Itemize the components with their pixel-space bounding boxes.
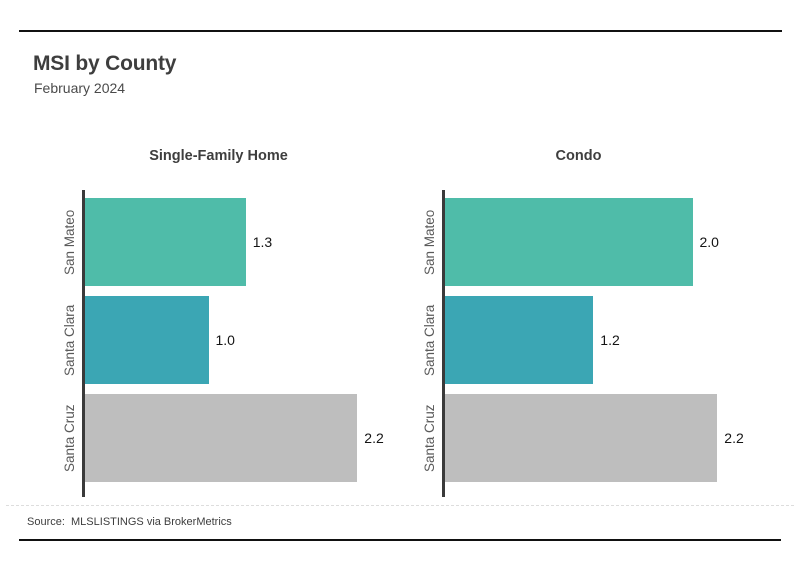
value-label: 2.2: [724, 429, 744, 446]
bar-rows: San Mateo 2.0 Santa Clara 1.2 Santa Cruz 2.2: [422, 198, 788, 482]
category-label: Santa Clara: [421, 304, 437, 376]
bar: [444, 393, 718, 482]
source-note: Source: MLSLISTINGS via BrokerMetrics: [27, 516, 232, 528]
bar-row: San Mateo 1.3: [62, 198, 428, 286]
y-axis-line: [82, 190, 85, 497]
bar: [444, 295, 594, 384]
bar-row: Santa Clara 1.0: [62, 295, 428, 384]
value-label: 1.3: [252, 234, 273, 250]
faint-divider: [6, 505, 794, 506]
bar-row: Santa Clara 1.2: [422, 295, 788, 384]
chart-condo: Condo San Mateo 2.0 Santa Clara 1.2 Santa Cr…: [422, 148, 788, 497]
bottom-rule: [19, 539, 781, 541]
chart-single-family-home: Single-Family Home San Mateo 1.3 Santa Cla…: [62, 148, 428, 497]
category-label: San Mateo: [421, 209, 437, 275]
category-label: Santa Cruz: [421, 403, 437, 472]
chart-title: Condo: [555, 148, 602, 164]
chart-title: Single-Family Home: [149, 148, 288, 164]
value-label: 2.2: [364, 429, 384, 446]
value-label: 2.0: [699, 234, 719, 250]
bar: [84, 393, 358, 482]
category-label: San Mateo: [61, 209, 77, 275]
category-label: Santa Clara: [61, 304, 77, 376]
y-axis-line: [442, 190, 445, 497]
value-label: 1.0: [215, 331, 235, 348]
top-rule: [19, 30, 782, 32]
bar-row: Santa Cruz 2.2: [62, 393, 428, 482]
bar-row: San Mateo 2.0: [422, 198, 788, 286]
bar: [84, 198, 246, 286]
bar-row: Santa Cruz 2.2: [422, 393, 788, 482]
value-label: 1.2: [600, 331, 620, 348]
bar: [444, 198, 693, 286]
bar: [84, 295, 209, 384]
category-label: Santa Cruz: [61, 403, 77, 472]
bar-rows: San Mateo 1.3 Santa Clara 1.0 Santa Cruz 2.2: [62, 198, 428, 482]
page-subtitle: February 2024: [34, 80, 126, 96]
page-title: MSI by County: [33, 52, 177, 75]
